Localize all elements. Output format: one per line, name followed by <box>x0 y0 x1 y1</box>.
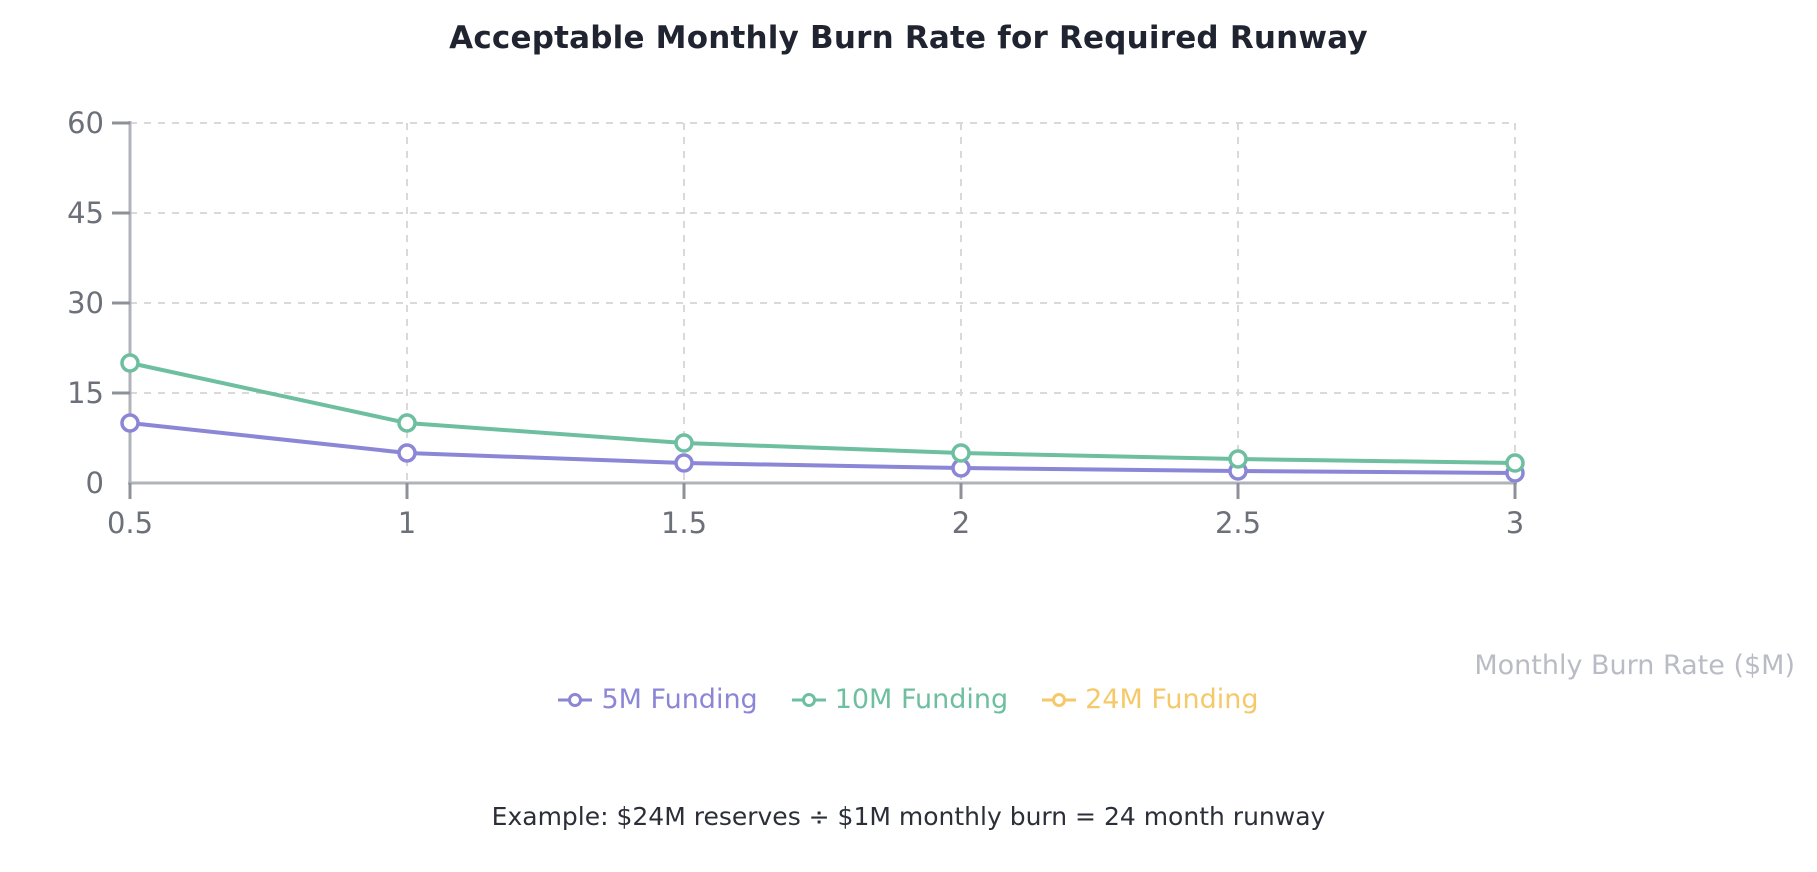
x-tick-label: 2 <box>952 506 970 535</box>
x-tick-label: 1.5 <box>661 506 707 535</box>
data-point-marker[interactable] <box>120 413 140 433</box>
y-axis: 60 45 30 15 0 <box>67 106 132 500</box>
chart-legend: 5M Funding 10M Funding 24M Funding <box>0 686 1817 713</box>
legend-item-24m[interactable]: 24M Funding <box>1042 684 1259 715</box>
plot-area: 60 45 30 15 0 0.5 1 1.5 2 2.5 3 <box>0 95 1817 535</box>
legend-marker-icon <box>791 692 826 707</box>
data-point-marker[interactable] <box>397 413 417 433</box>
data-point-marker[interactable] <box>1228 449 1248 469</box>
y-tick-label: 15 <box>67 376 104 410</box>
series-line <box>128 361 1517 466</box>
gridlines <box>130 122 1516 483</box>
data-point-marker[interactable] <box>951 443 971 463</box>
legend-label-10m: 10M Funding <box>834 684 1009 715</box>
x-axis: 0.5 1 1.5 2 2.5 3 <box>107 481 1524 535</box>
y-tick-label: 45 <box>67 196 104 230</box>
data-point-marker[interactable] <box>674 453 694 473</box>
chart-title: Acceptable Monthly Burn Rate for Require… <box>449 20 1368 56</box>
x-axis-title: Monthly Burn Rate ($M) <box>1474 650 1795 681</box>
y-tick-label: 30 <box>67 286 104 320</box>
legend-marker-icon <box>1042 692 1077 707</box>
x-tick-label: 1 <box>398 506 416 535</box>
data-point-marker[interactable] <box>674 433 694 453</box>
chart-footnote: Example: $24M reserves ÷ $1M monthly bur… <box>491 802 1326 831</box>
y-tick-label: 60 <box>67 106 104 140</box>
series-10m-funding <box>120 353 1525 473</box>
legend-item-5m[interactable]: 5M Funding <box>558 684 758 715</box>
x-tick-label: 2.5 <box>1215 506 1261 535</box>
data-point-marker[interactable] <box>1505 453 1525 473</box>
data-point-marker[interactable] <box>120 353 140 373</box>
y-tick-label: 0 <box>86 466 104 500</box>
legend-item-10m[interactable]: 10M Funding <box>791 684 1009 715</box>
data-point-marker[interactable] <box>397 443 417 463</box>
x-tick-label: 0.5 <box>107 506 153 535</box>
legend-label-5m: 5M Funding <box>601 684 758 715</box>
series-layer <box>120 353 1525 483</box>
legend-marker-icon <box>558 692 593 707</box>
series-line <box>128 421 1517 475</box>
x-tick-label: 3 <box>1506 506 1524 535</box>
plot-svg: 60 45 30 15 0 0.5 1 1.5 2 2.5 3 <box>67 106 1525 535</box>
legend-label-24m: 24M Funding <box>1085 684 1259 715</box>
